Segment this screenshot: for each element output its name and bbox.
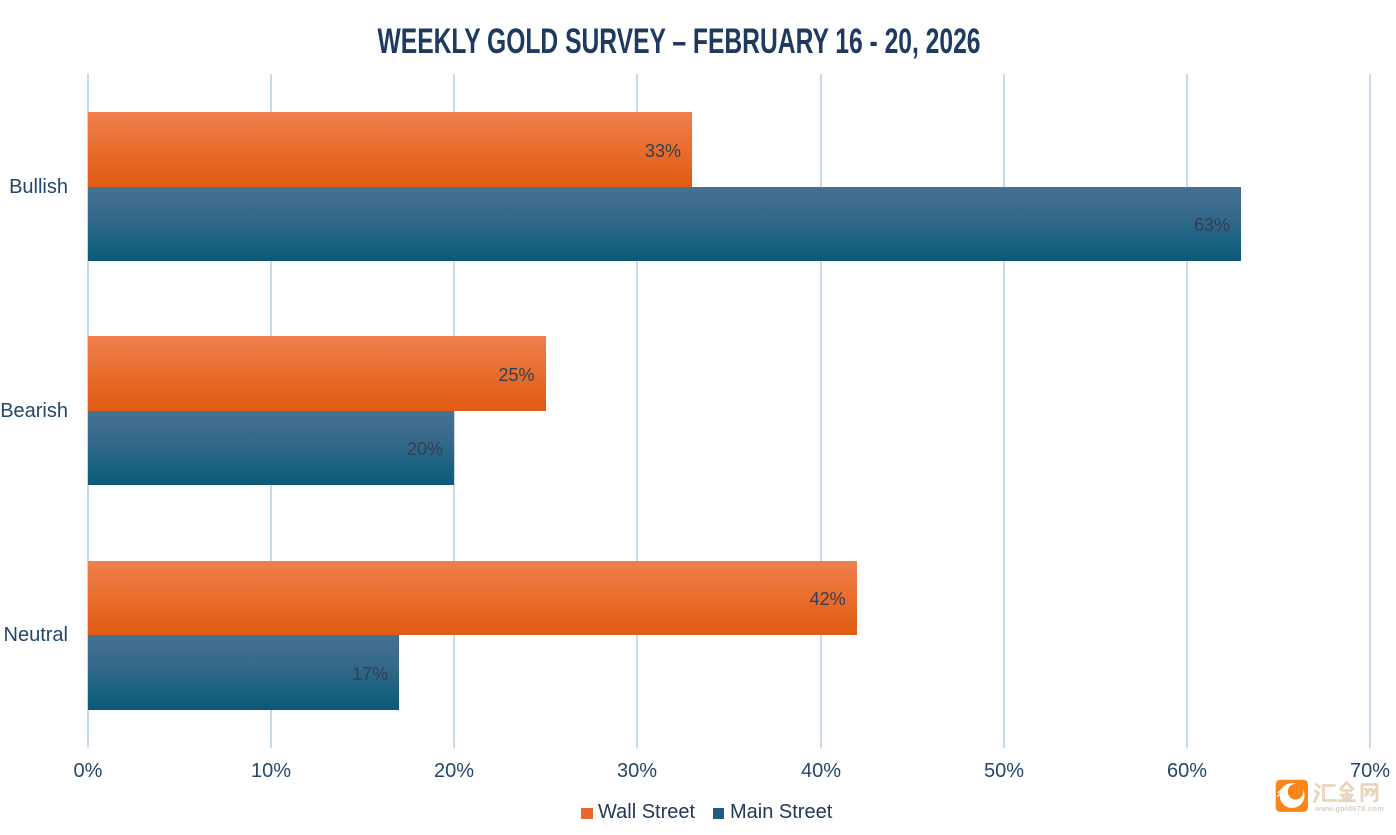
svg-text:www.gold678.com: www.gold678.com <box>1314 804 1384 813</box>
